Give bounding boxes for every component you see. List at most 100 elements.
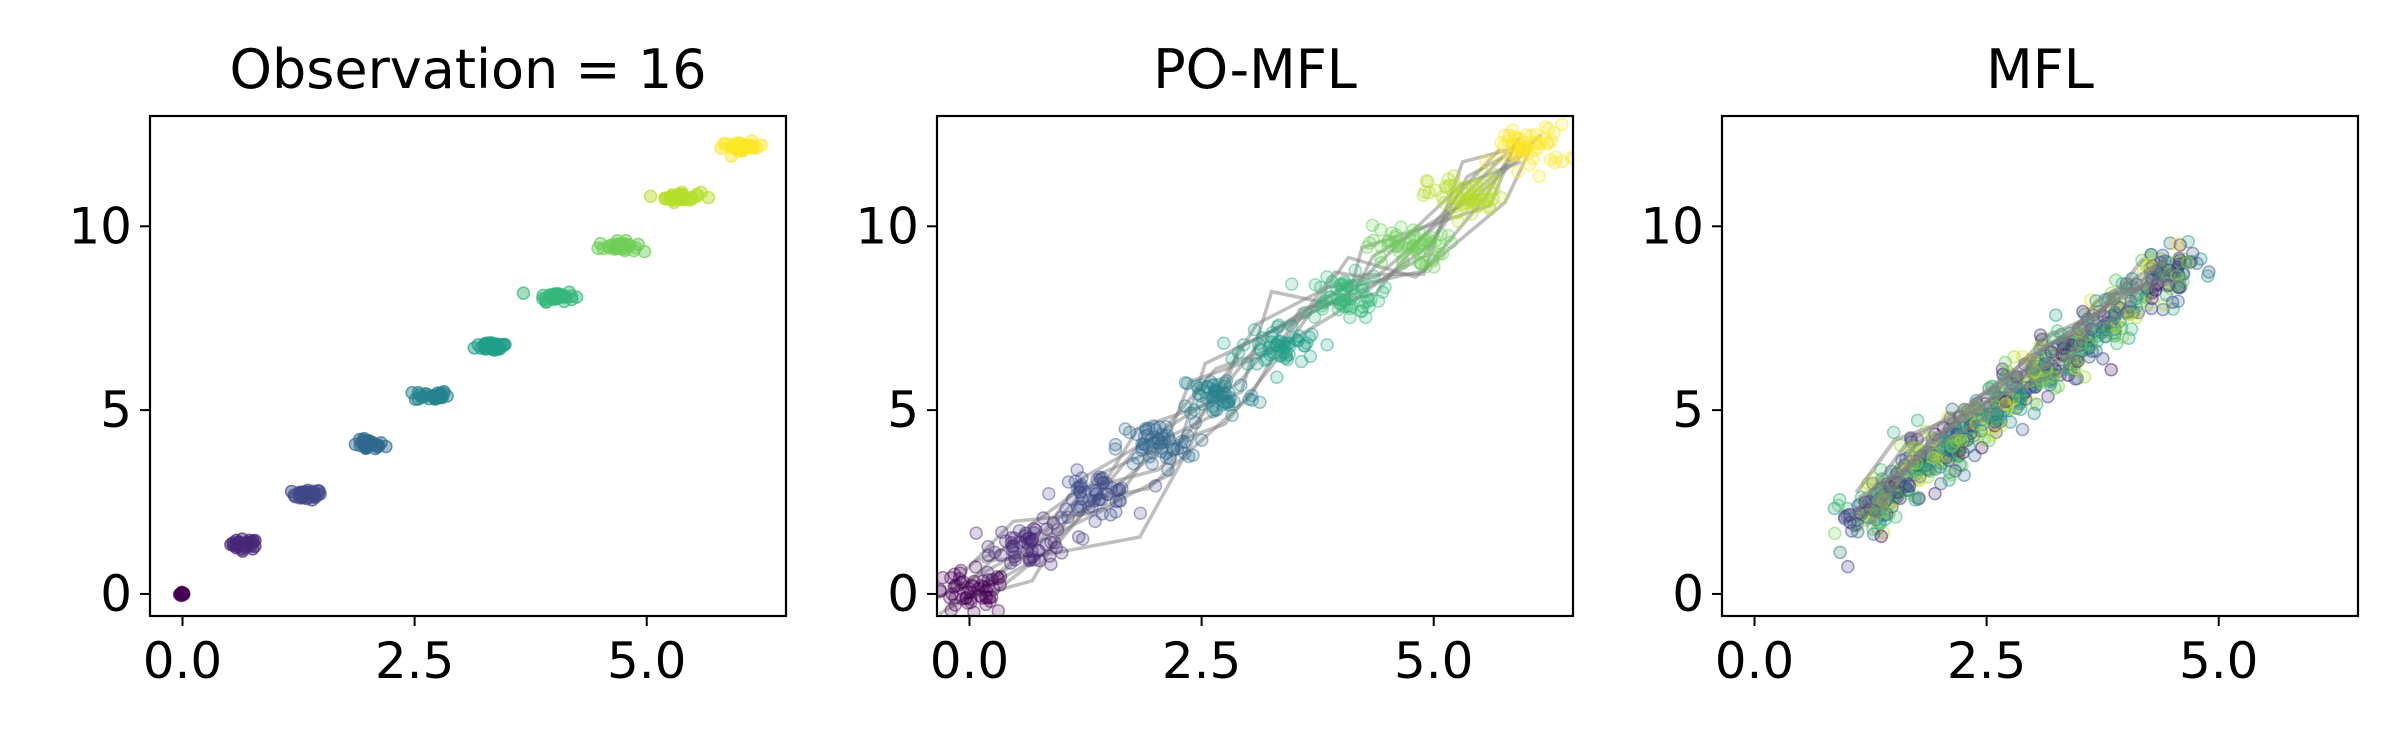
data-point [978, 589, 993, 604]
data-point [1099, 476, 1114, 490]
data-point [1271, 318, 1286, 332]
data-point [1506, 147, 1521, 162]
data-point [1082, 500, 1096, 515]
data-point [1206, 378, 1220, 393]
data-point [1419, 173, 1434, 188]
data-point [1103, 508, 1118, 522]
data-point [963, 592, 978, 606]
data-point [1149, 431, 1164, 445]
data-point [1253, 395, 1267, 410]
data-point [1361, 294, 1376, 308]
data-point [1264, 335, 1278, 349]
data-point [1234, 378, 1248, 392]
data-point [1511, 164, 1525, 179]
data-point [986, 582, 1001, 596]
data-point [947, 567, 962, 582]
data-point [1151, 432, 1166, 446]
data-point [1476, 193, 1491, 207]
plot-area [172, 134, 768, 603]
data-point [1186, 448, 1200, 462]
data-point [1203, 374, 1218, 389]
data-point [1065, 492, 1080, 507]
x-tick-label: 5.0 [607, 632, 687, 690]
subplot-title: PO-MFL [1153, 38, 1357, 101]
data-point [1115, 481, 1129, 496]
data-point [1555, 154, 1569, 169]
data-point [1444, 235, 1458, 250]
data-point [1199, 391, 1214, 406]
data-point [969, 526, 983, 540]
data-point [1418, 185, 1432, 199]
data-point [433, 390, 448, 404]
data-point [1375, 285, 1390, 299]
data-point [1279, 345, 1293, 360]
data-point [1022, 531, 1036, 546]
data-point [1314, 299, 1329, 313]
data-point [1088, 514, 1102, 529]
data-point [1517, 143, 1532, 157]
data-point [1428, 234, 1443, 248]
data-point [2181, 234, 2196, 249]
data-point [1178, 399, 1192, 413]
data-point [1006, 539, 1021, 554]
data-point [1292, 329, 1306, 343]
data-point [1302, 330, 1317, 344]
data-point [1092, 492, 1107, 507]
data-point [1467, 191, 1481, 206]
data-point [1137, 429, 1152, 443]
data-point [1200, 380, 1215, 394]
data-point [1447, 169, 1461, 183]
data-point [1462, 191, 1476, 206]
data-point [643, 189, 658, 204]
data-point [1510, 132, 1525, 147]
data-point [353, 432, 367, 447]
data-point [1414, 257, 1428, 271]
data-point [1362, 300, 1376, 314]
data-point [1096, 475, 1110, 490]
data-point [2144, 301, 2159, 316]
data-point [994, 548, 1008, 562]
data-point [979, 583, 994, 598]
data-point [1022, 553, 1036, 568]
data-point [1148, 479, 1163, 493]
y-tick-label: 0 [100, 565, 132, 623]
data-point [1478, 154, 1493, 169]
data-point [964, 578, 979, 593]
data-point [1451, 214, 1465, 229]
data-point [1208, 383, 1222, 398]
data-point [1270, 370, 1284, 384]
data-point [1374, 239, 1388, 254]
data-point [1366, 233, 1381, 248]
data-point [1263, 347, 1278, 362]
data-point [1431, 239, 1446, 253]
x-tick-label: 0.0 [143, 632, 223, 690]
data-point [1212, 377, 1226, 392]
data-point [1075, 471, 1089, 485]
data-point [1339, 299, 1354, 314]
data-point [2084, 338, 2099, 353]
data-point [1446, 187, 1461, 201]
x-tick-label: 5.0 [2179, 632, 2259, 690]
data-point [1360, 290, 1374, 305]
data-point [1260, 352, 1274, 366]
data-point [1279, 348, 1294, 363]
data-point [1192, 381, 1206, 395]
data-point [1137, 436, 1151, 451]
data-point [1049, 540, 1064, 555]
data-point [1194, 378, 1208, 392]
data-point [1335, 284, 1349, 298]
data-point [937, 583, 947, 597]
data-point [1070, 481, 1085, 495]
data-point [1501, 134, 1515, 148]
data-point [1031, 543, 1046, 558]
data-point [959, 591, 973, 605]
data-point [1419, 259, 1433, 274]
data-point [1089, 483, 1103, 498]
data-point [1274, 335, 1289, 349]
data-point [1518, 136, 1533, 150]
data-point [1095, 492, 1109, 507]
data-point [1391, 240, 1405, 254]
data-point [1131, 451, 1145, 465]
data-point [1378, 280, 1392, 295]
data-point [1450, 205, 1464, 220]
